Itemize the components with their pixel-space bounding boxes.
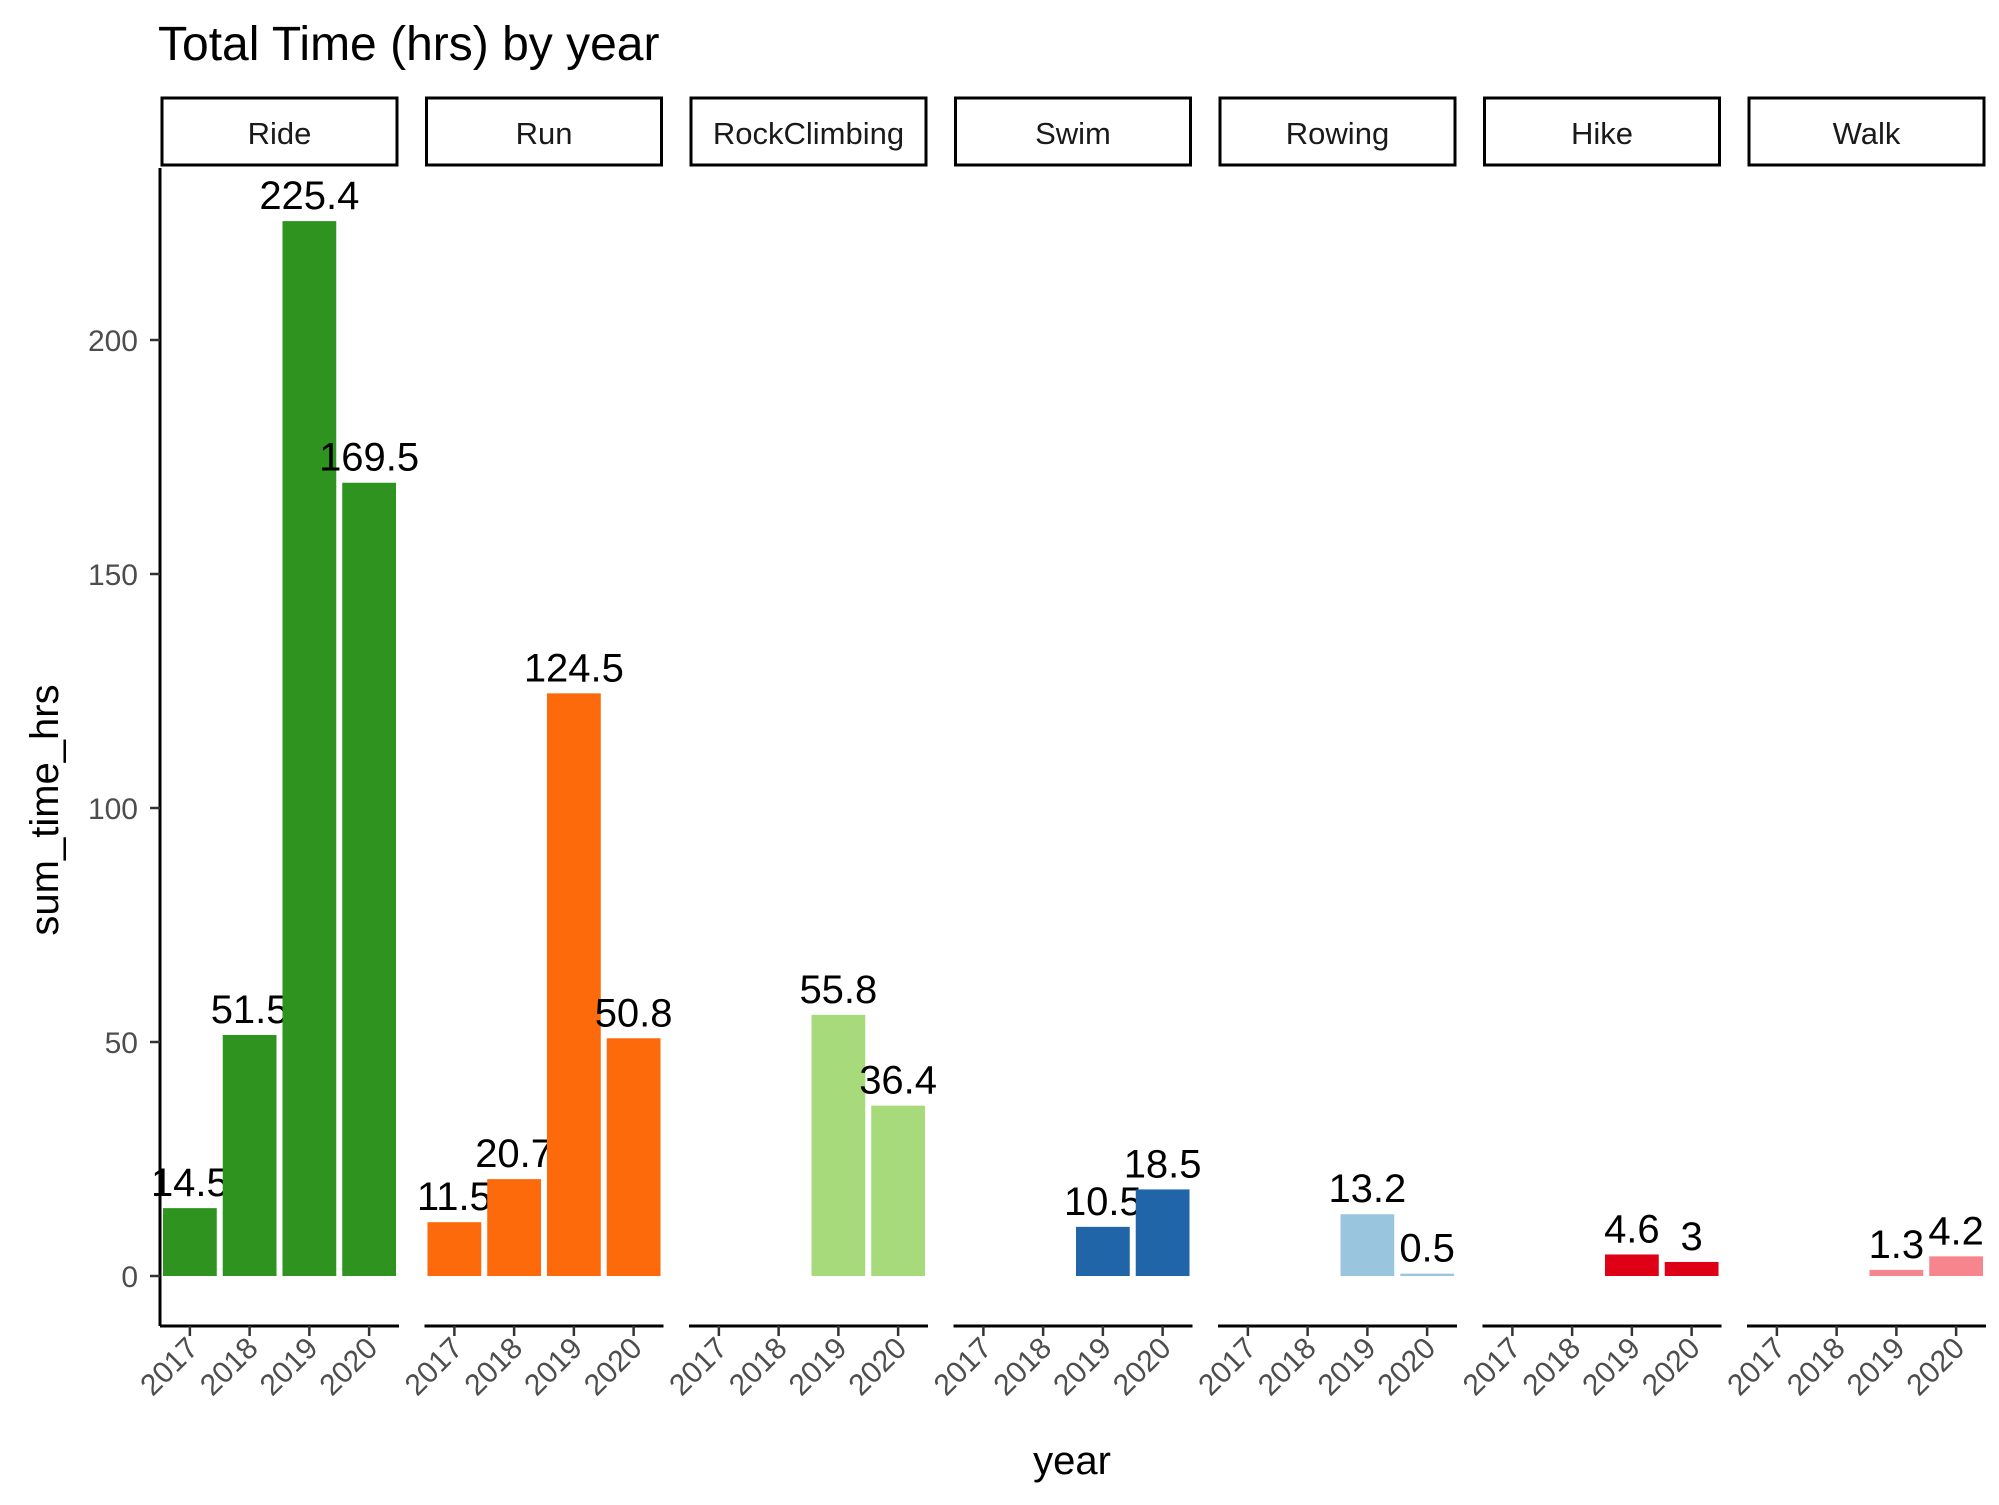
facet-strip-label: Swim bbox=[1035, 116, 1111, 151]
x-tick-label: 2018 bbox=[459, 1332, 530, 1403]
x-tick-label: 2017 bbox=[663, 1332, 734, 1403]
facet-strip bbox=[160, 96, 399, 167]
bar-rockclimbing-2019 bbox=[811, 1014, 866, 1276]
bar-hike-2020 bbox=[1664, 1261, 1719, 1276]
bar-value-label: 50.8 bbox=[595, 991, 673, 1035]
x-tick-label: 2019 bbox=[1312, 1332, 1383, 1403]
bar-rowing-2020 bbox=[1400, 1273, 1455, 1276]
bar-run-2017 bbox=[427, 1222, 482, 1276]
bar-value-label: 4.6 bbox=[1604, 1207, 1660, 1251]
bar-run-2019 bbox=[546, 693, 601, 1276]
bar-ride-2019 bbox=[282, 221, 337, 1276]
bar-value-label: 0.5 bbox=[1399, 1227, 1455, 1271]
bar-value-label: 169.5 bbox=[319, 436, 419, 480]
bar-value-label: 20.7 bbox=[475, 1132, 553, 1176]
x-tick-label: 2020 bbox=[843, 1332, 914, 1403]
x-tick-label: 2018 bbox=[723, 1332, 794, 1403]
x-tick-label: 2017 bbox=[1721, 1332, 1792, 1403]
x-tick-label: 2020 bbox=[1636, 1332, 1707, 1403]
y-tick-label: 100 bbox=[88, 793, 138, 826]
facet-strip-label: Ride bbox=[248, 116, 312, 151]
x-tick-label: 2017 bbox=[1457, 1332, 1528, 1403]
bar-value-label: 4.2 bbox=[1928, 1209, 1984, 1253]
bar-value-label: 3 bbox=[1681, 1215, 1703, 1259]
bar-value-label: 1.3 bbox=[1869, 1223, 1925, 1267]
bar-rowing-2019 bbox=[1340, 1214, 1395, 1276]
facet-strip bbox=[1747, 96, 1986, 167]
facet-strip-label: Rowing bbox=[1286, 116, 1389, 151]
x-tick-label: 2019 bbox=[1841, 1332, 1912, 1403]
bar-value-label: 51.5 bbox=[211, 988, 289, 1032]
bar-run-2020 bbox=[606, 1038, 661, 1276]
x-tick-label: 2019 bbox=[783, 1332, 854, 1403]
x-tick-label: 2020 bbox=[578, 1332, 649, 1403]
bar-ride-2017 bbox=[162, 1208, 217, 1276]
x-tick-label: 2017 bbox=[134, 1332, 205, 1403]
x-tick-label: 2019 bbox=[1047, 1332, 1118, 1403]
x-tick-label: 2019 bbox=[1576, 1332, 1647, 1403]
x-tick-label: 2019 bbox=[254, 1332, 325, 1403]
x-tick-label: 2020 bbox=[1901, 1332, 1972, 1403]
bar-value-label: 18.5 bbox=[1124, 1142, 1202, 1186]
facet-panels: Ride201720182019202014.551.5225.4169.5Ru… bbox=[134, 96, 1986, 1403]
y-tick-label: 150 bbox=[88, 559, 138, 592]
x-tick-label: 2017 bbox=[928, 1332, 999, 1403]
bar-ride-2018 bbox=[222, 1034, 277, 1276]
bar-hike-2019 bbox=[1604, 1254, 1659, 1276]
x-tick-label: 2017 bbox=[1192, 1332, 1263, 1403]
facet-strip bbox=[425, 96, 663, 167]
facet-strip bbox=[1218, 96, 1457, 167]
facet-strip bbox=[1483, 96, 1721, 167]
x-tick-label: 2018 bbox=[1517, 1332, 1588, 1403]
bar-rockclimbing-2020 bbox=[871, 1105, 926, 1276]
facet-strip-label: Hike bbox=[1571, 116, 1633, 151]
bar-swim-2019 bbox=[1075, 1226, 1130, 1276]
bar-value-label: 14.5 bbox=[151, 1161, 229, 1205]
bar-swim-2020 bbox=[1135, 1189, 1190, 1276]
facet-strip-label: Walk bbox=[1833, 116, 1901, 151]
chart-title: Total Time (hrs) by year bbox=[158, 18, 659, 71]
x-axis-title: year bbox=[1033, 1439, 1111, 1483]
facet-strip-label: Run bbox=[516, 116, 573, 151]
bar-walk-2020 bbox=[1929, 1256, 1984, 1276]
bar-value-label: 225.4 bbox=[259, 174, 359, 218]
x-tick-label: 2018 bbox=[1252, 1332, 1323, 1403]
x-tick-label: 2020 bbox=[1107, 1332, 1178, 1403]
y-tick-label: 50 bbox=[105, 1027, 138, 1060]
y-tick-label: 200 bbox=[88, 325, 138, 358]
x-tick-label: 2019 bbox=[518, 1332, 589, 1403]
bar-value-label: 36.4 bbox=[859, 1059, 937, 1103]
facet-strip bbox=[954, 96, 1192, 167]
bar-ride-2020 bbox=[342, 482, 397, 1276]
y-axis: 0 50 100 150 200 bbox=[88, 168, 162, 1326]
y-axis-title: sum_time_hrs bbox=[23, 684, 67, 935]
bar-value-label: 13.2 bbox=[1328, 1167, 1406, 1211]
bar-value-label: 10.5 bbox=[1064, 1180, 1142, 1224]
x-tick-label: 2018 bbox=[1781, 1332, 1852, 1403]
x-tick-label: 2020 bbox=[314, 1332, 385, 1403]
x-tick-label: 2018 bbox=[988, 1332, 1059, 1403]
facet-strip bbox=[689, 96, 928, 167]
facet-strip-label: RockClimbing bbox=[713, 116, 904, 151]
x-tick-label: 2018 bbox=[194, 1332, 265, 1403]
bar-value-label: 55.8 bbox=[799, 968, 877, 1012]
bar-value-label: 124.5 bbox=[524, 646, 624, 690]
x-tick-label: 2017 bbox=[399, 1332, 470, 1403]
bar-value-label: 11.5 bbox=[417, 1175, 492, 1219]
y-tick-label: 0 bbox=[121, 1261, 138, 1294]
bar-walk-2019 bbox=[1869, 1269, 1924, 1276]
x-tick-label: 2020 bbox=[1372, 1332, 1443, 1403]
bar-run-2018 bbox=[487, 1179, 542, 1276]
